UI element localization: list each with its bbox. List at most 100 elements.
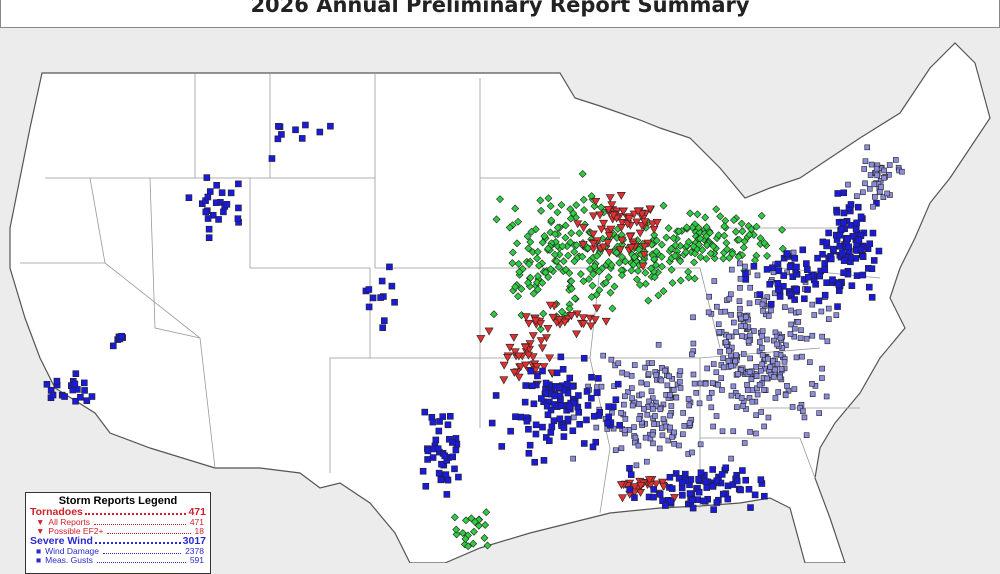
report-marker xyxy=(702,254,711,263)
report-marker xyxy=(658,377,665,384)
report-marker xyxy=(754,272,761,279)
report-marker xyxy=(644,476,654,485)
report-marker xyxy=(866,185,873,192)
report-marker xyxy=(821,266,829,273)
report-marker xyxy=(706,249,715,258)
report-marker xyxy=(788,307,794,314)
report-marker xyxy=(185,194,193,201)
report-marker xyxy=(631,494,638,501)
report-marker xyxy=(429,418,437,426)
report-marker xyxy=(618,410,624,416)
report-marker xyxy=(833,208,841,216)
report-marker xyxy=(469,539,478,548)
report-marker xyxy=(734,371,741,377)
report-marker xyxy=(738,395,745,401)
report-marker xyxy=(807,359,813,365)
report-marker xyxy=(644,381,650,388)
report-marker xyxy=(710,506,717,513)
report-marker xyxy=(749,230,758,239)
section-label: Tornadoes xyxy=(30,506,83,518)
report-marker xyxy=(480,534,489,542)
report-marker xyxy=(548,423,556,431)
report-marker xyxy=(206,188,214,195)
report-marker xyxy=(819,333,825,340)
report-marker xyxy=(715,321,722,328)
report-marker xyxy=(737,219,746,228)
report-marker xyxy=(668,485,676,492)
report-marker xyxy=(728,266,735,273)
report-marker xyxy=(748,376,755,383)
report-marker xyxy=(719,428,726,435)
report-marker xyxy=(442,471,450,478)
report-marker xyxy=(756,381,763,388)
report-marker xyxy=(765,414,772,421)
report-marker xyxy=(714,303,720,310)
report-marker xyxy=(706,228,714,237)
report-marker xyxy=(772,395,779,401)
report-marker xyxy=(514,292,522,301)
report-marker xyxy=(809,332,816,339)
report-marker xyxy=(559,257,568,266)
report-marker xyxy=(793,286,800,293)
report-marker xyxy=(660,416,667,422)
report-marker xyxy=(633,207,643,216)
report-marker xyxy=(551,392,559,400)
report-marker xyxy=(753,364,759,370)
report-marker xyxy=(538,278,547,287)
report-marker xyxy=(652,413,658,419)
report-marker xyxy=(659,287,668,296)
report-marker xyxy=(755,299,761,305)
leader xyxy=(94,518,186,525)
report-marker xyxy=(539,367,546,375)
report-marker xyxy=(680,410,686,416)
report-marker xyxy=(686,209,695,218)
report-marker xyxy=(873,165,880,172)
report-marker xyxy=(586,322,596,331)
leader xyxy=(96,556,186,563)
report-marker xyxy=(623,371,630,378)
report-marker xyxy=(617,266,626,275)
report-marker xyxy=(391,298,398,306)
report-marker xyxy=(533,272,542,281)
report-marker xyxy=(547,429,555,436)
report-marker xyxy=(677,368,684,374)
report-marker xyxy=(546,202,555,211)
report-marker xyxy=(728,363,734,369)
report-marker xyxy=(718,471,726,478)
report-marker xyxy=(734,404,740,410)
report-marker xyxy=(737,260,743,267)
report-marker xyxy=(812,281,819,288)
report-marker xyxy=(783,250,791,257)
report-marker xyxy=(621,257,630,266)
report-marker xyxy=(377,294,384,301)
report-marker xyxy=(596,225,607,234)
report-marker xyxy=(213,182,220,189)
report-marker xyxy=(516,363,526,371)
report-marker xyxy=(435,427,443,435)
report-marker xyxy=(634,266,642,275)
report-marker xyxy=(652,236,661,245)
report-marker xyxy=(650,486,658,493)
report-marker xyxy=(521,398,529,406)
report-marker xyxy=(470,517,479,526)
report-marker xyxy=(713,413,720,419)
report-marker xyxy=(746,369,753,375)
report-marker xyxy=(644,296,653,305)
section-total: 3017 xyxy=(182,535,206,547)
report-marker xyxy=(747,284,754,291)
report-marker xyxy=(109,342,117,350)
report-marker xyxy=(560,318,570,327)
report-marker xyxy=(650,231,659,239)
report-marker xyxy=(838,225,846,233)
report-marker xyxy=(836,243,844,250)
report-marker xyxy=(572,241,581,250)
report-marker xyxy=(681,248,690,257)
report-marker xyxy=(606,288,615,297)
report-marker xyxy=(738,367,745,373)
report-marker xyxy=(742,476,750,484)
report-marker xyxy=(436,418,443,425)
item-count: 18 xyxy=(194,526,204,536)
report-marker xyxy=(716,329,723,335)
icon: ▼ xyxy=(36,526,45,536)
